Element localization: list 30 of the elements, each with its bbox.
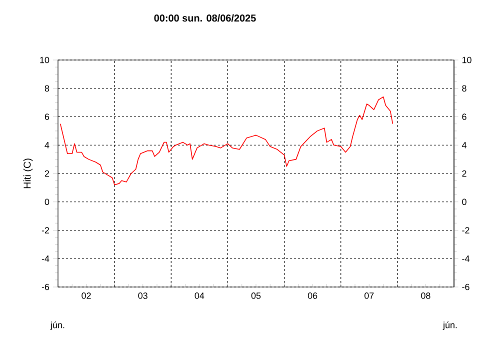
y2-tick-label: 6	[462, 114, 466, 120]
y2-tick-label: -2	[462, 227, 470, 234]
y-tick-label: -2	[42, 227, 50, 234]
text: jún.	[50, 322, 64, 330]
y2-tick-label: 10	[462, 56, 472, 64]
x-tick-label: 06	[308, 292, 318, 299]
y-tick-label: 10	[40, 56, 50, 64]
y2-tick-label: 8	[462, 85, 466, 92]
x-tick-label: 03	[138, 292, 148, 299]
y-tick-label: -6	[42, 284, 50, 290]
line-series	[60, 96, 394, 186]
y2-tick-label: 2	[462, 170, 466, 177]
x-tick-label: 05	[251, 292, 261, 299]
y2-tick-label: 4	[462, 142, 466, 148]
chart-title: 00:00 sun. 08/06/2025	[154, 14, 256, 22]
x-tick-label: 07	[364, 292, 374, 299]
y-tick-label: 2	[44, 170, 50, 177]
y-axis-title: Hiti (C)	[23, 158, 33, 188]
y2-tick-label: -6	[462, 284, 470, 290]
y-tick-label: -4	[42, 256, 50, 262]
text: jún.	[442, 322, 457, 330]
y-tick-label: 4	[44, 142, 50, 148]
y2-tick-label: -4	[462, 256, 470, 262]
y2-tick-label: 0	[462, 198, 466, 206]
y-tick-label: 0	[44, 198, 50, 206]
y-tick-label: 8	[44, 85, 50, 92]
y-tick-label: 6	[44, 114, 50, 120]
x-tick-label: 02	[82, 292, 91, 299]
x-tick-label: 08	[421, 292, 430, 299]
x-tick-label: 04	[194, 292, 204, 299]
